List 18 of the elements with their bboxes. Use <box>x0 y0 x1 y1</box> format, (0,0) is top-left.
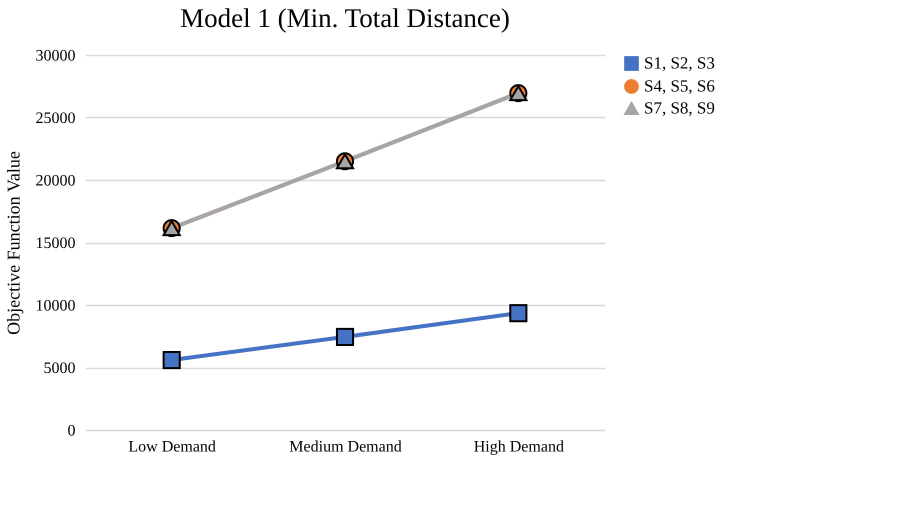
y-tick-label: 5000 <box>44 360 76 377</box>
point <box>336 328 354 346</box>
y-axis-title: Objective Function Value <box>4 151 24 335</box>
legend-label: S7, S8, S9 <box>644 98 715 118</box>
y-tick-label: 10000 <box>36 298 76 314</box>
y-tick-label: 20000 <box>36 172 76 190</box>
legend-label: S4, S5, S6 <box>644 76 715 96</box>
y-tick-label: 15000 <box>36 235 76 252</box>
x-tick-label: High Demand <box>474 438 564 456</box>
point <box>509 304 528 322</box>
x-tick-label: Low Demand <box>128 438 216 456</box>
x-tick-label: Medium Demand <box>289 438 402 456</box>
y-tick-label: 30000 <box>36 48 76 64</box>
y-tick-label: 25000 <box>36 110 76 127</box>
y-tick-label: 0 <box>68 422 76 440</box>
point <box>162 350 181 370</box>
legend-label: S1, S2, S3 <box>644 54 715 72</box>
chart-title: Model 1 (Min. Total Distance) <box>180 3 510 33</box>
